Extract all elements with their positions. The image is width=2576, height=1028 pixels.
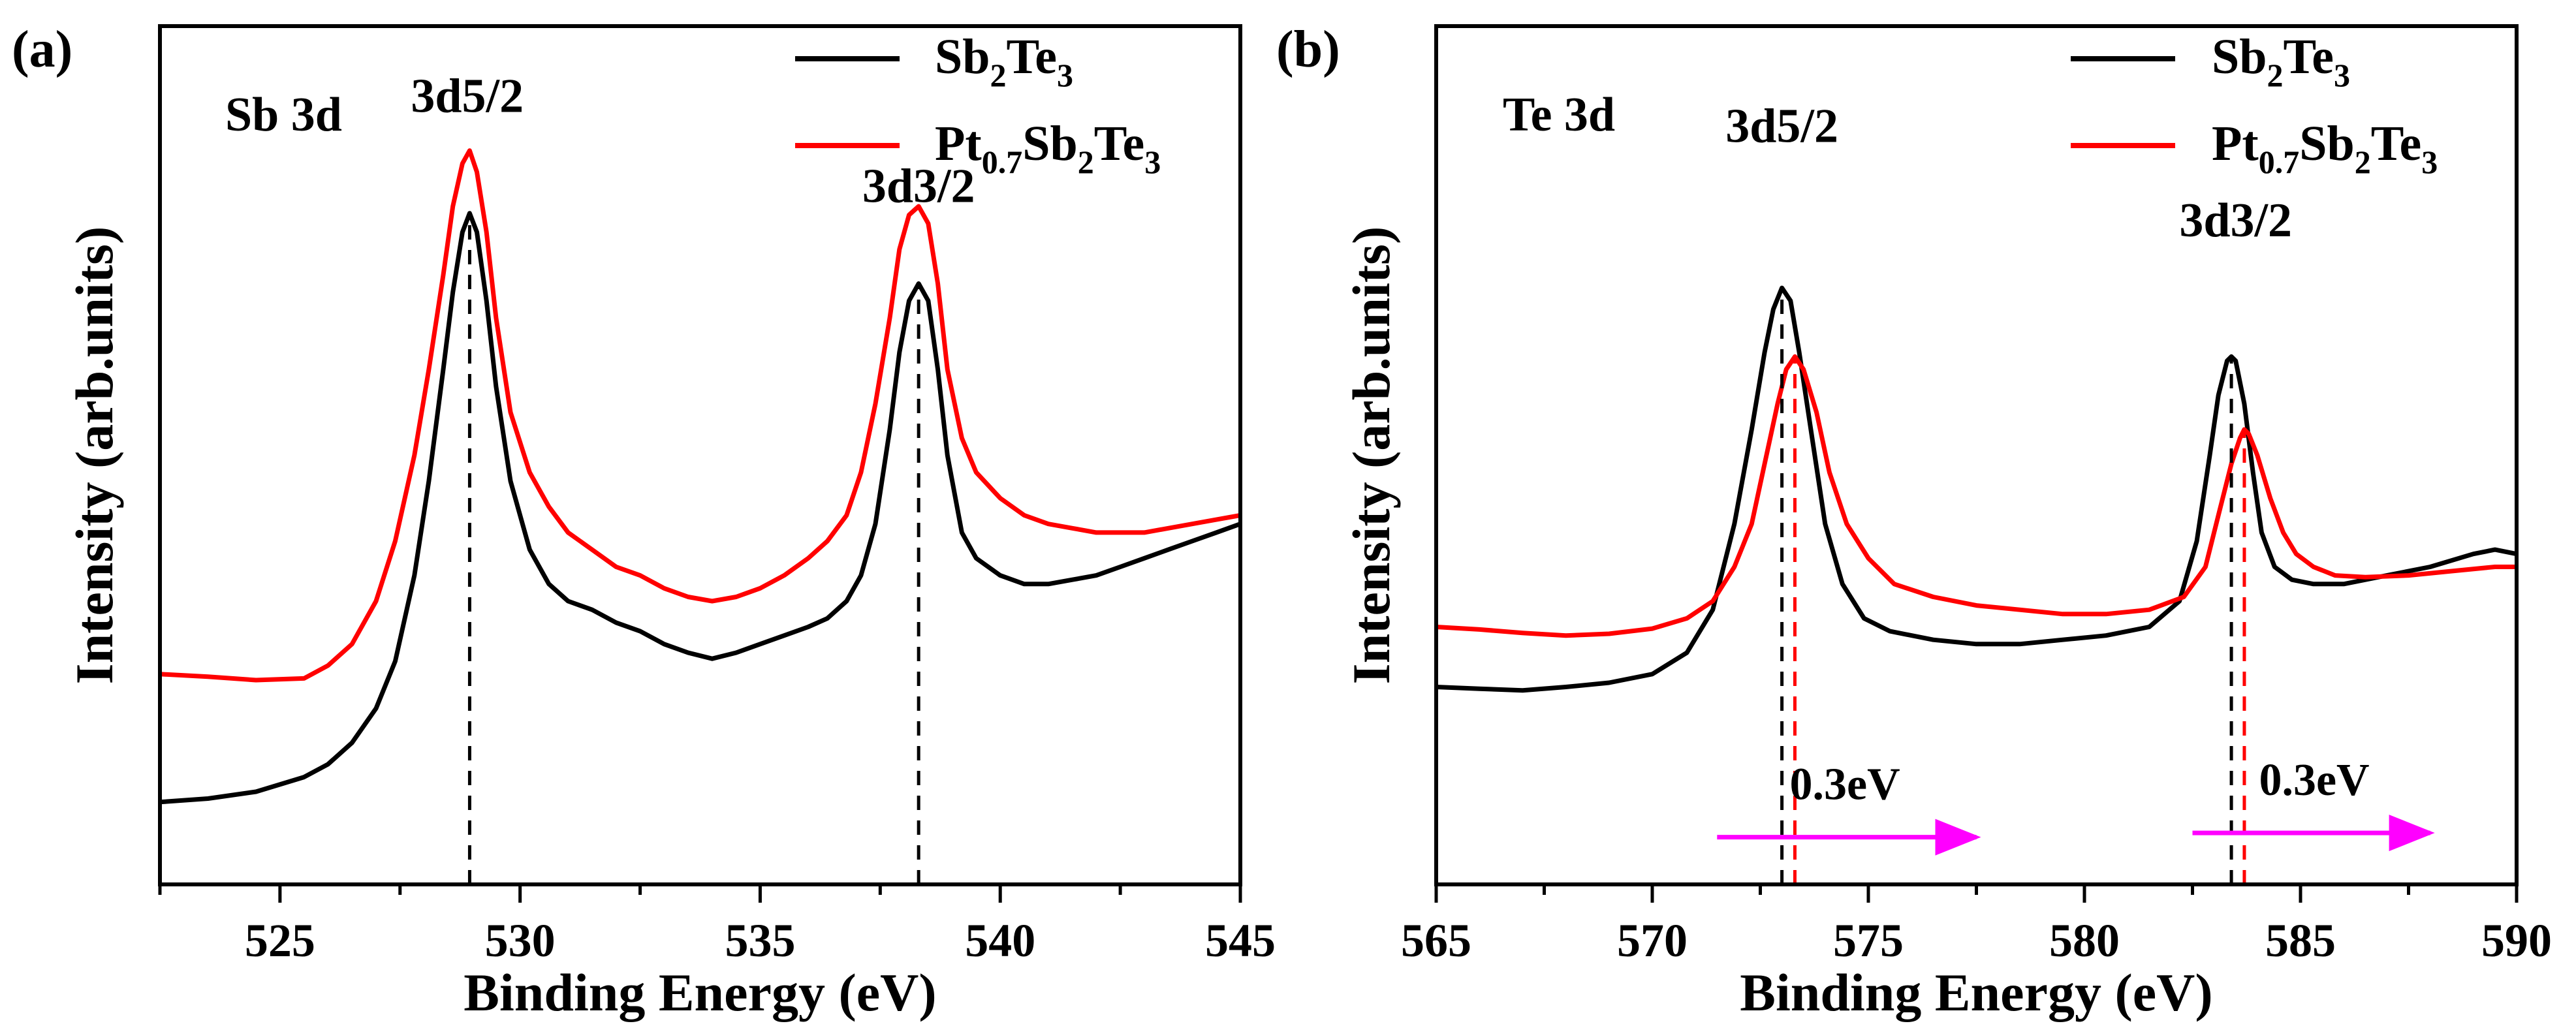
x-tick-label: 580 [2049,914,2120,967]
legend-subscript: 2 [1078,144,1094,180]
peak-label: 3d3/2 [2179,194,2292,247]
peak-label: 3d5/2 [411,70,524,123]
legend-text-part: Pt [935,116,982,171]
series-line-Sb2Te3 [1436,285,2517,693]
plot-frame [158,24,1242,886]
x-tick-label: 570 [1617,914,1688,967]
x-tick-label: 525 [245,914,315,967]
peak-label: 3d5/2 [1725,100,1838,153]
x-tick-label: 590 [2481,914,2552,967]
legend-text-part: Sb [935,29,990,84]
legend-subscript: 2 [2267,57,2284,93]
region-label: Sb 3d [225,88,342,142]
legend-subscript: 0.7 [2259,144,2300,180]
x-tick-label: 585 [2265,914,2336,967]
series-line-Pt0.7Sb2Te3 [159,148,1241,683]
peak-label: 3d3/2 [862,160,975,213]
series-line-Sb2Te3 [159,211,1242,805]
legend-text-part: Te [1094,116,1144,171]
region-label: Te 3d [1503,88,1615,142]
legend-text-part: Sb [2212,29,2267,84]
x-tick-label: 540 [965,914,1035,967]
legend-text-part: Te [2284,29,2334,84]
legend-subscript: 3 [2334,57,2350,93]
x-tick-label: 535 [725,914,795,967]
legend-text-part: Sb [2299,116,2355,171]
legend-subscript: 3 [2421,144,2438,180]
y-axis-title: Intensity (arb.units) [65,226,124,685]
x-axis-title: Binding Energy (eV) [463,963,936,1022]
panel-label: (a) [12,21,72,78]
legend-subscript: 0.7 [982,144,1023,180]
panel-a-sb3d: 525 530 535 540 545 Binding Energy (eV) Intens… [12,21,1276,1022]
x-tick-label: 530 [485,914,556,967]
legend-subscript: 3 [1144,144,1161,180]
legend-label-pt: Pt0.7​Sb2​Te3​ [935,116,1161,180]
series-line-Pt0.7Sb2Te3 [1436,354,2517,638]
y-axis-title: Intensity (arb.units) [1342,226,1401,685]
legend-text-part: Pt [2212,116,2259,171]
x-axis-title: Binding Energy (eV) [1740,963,2212,1022]
shift-label: 0.3eV [1790,760,1900,810]
legend-label-sb2te3: Sb2​Te3​ [935,29,1073,93]
shift-label: 0.3eV [2259,755,2369,805]
legend-subscript: 2 [990,57,1007,93]
legend-label-sb2te3: Sb2​Te3​ [2212,29,2350,93]
legend-subscript: 3 [1057,57,1073,93]
x-tick-label: 575 [1833,914,1904,967]
legend-text-part: Sb [1022,116,1078,171]
x-tick-label: 565 [1401,914,1471,967]
panel-label: (b) [1276,21,1340,78]
legend-subscript: 2 [2355,144,2371,180]
legend-label-pt: Pt0.7​Sb2​Te3​ [2212,116,2438,180]
legend-text-part: Te [2371,116,2421,171]
panel-b-te3d: 0.3eV 0.3eV 565 570 575 580 585 590 Binding Ener… [1276,21,2552,1022]
legend-text-part: Te [1007,29,1057,84]
x-tick-label: 545 [1205,914,1276,967]
